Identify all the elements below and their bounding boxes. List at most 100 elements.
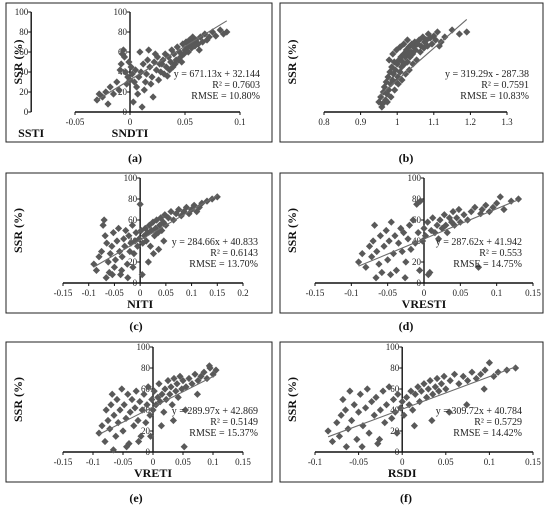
scatter-point (138, 103, 146, 111)
scatter-point (164, 377, 172, 385)
scatter-point (389, 250, 398, 258)
scatter-point (471, 203, 479, 211)
x-axis-title: VRETI (134, 466, 172, 480)
scatter-point (133, 242, 142, 250)
x-tick-label: 1 (395, 117, 400, 127)
panel-frame (279, 2, 544, 143)
trendline (96, 20, 228, 101)
scatter-point (157, 422, 165, 430)
scatter-point (449, 208, 457, 216)
scatter-point (443, 229, 451, 237)
scatter-point (381, 96, 390, 104)
scatter-point (385, 237, 393, 245)
scatter-point (373, 247, 381, 256)
scatter-point (368, 398, 376, 406)
scatter-point (460, 211, 468, 219)
trendline (98, 374, 217, 435)
panel-e: 020406080100-0.15-0.1-0.0500.050.10.15y … (5, 341, 273, 483)
x-tick-label: 0 (151, 457, 156, 467)
scatter-point (463, 28, 471, 36)
scatter-point (125, 58, 133, 66)
y-tick-label: 60 (19, 47, 29, 57)
scatter-point (128, 395, 136, 404)
scatter-point (135, 73, 143, 81)
scatter-point (125, 232, 133, 240)
scatter-point (455, 380, 463, 388)
scatter-point (142, 70, 151, 78)
scatter-point (341, 406, 350, 414)
scatter-point (429, 390, 437, 398)
scatter-point (380, 83, 388, 91)
regression-annotation: RMSE = 14.42% (453, 428, 522, 439)
scatter-point (450, 370, 459, 378)
scatter-point (464, 216, 472, 224)
x-tick-label: -0.05 (378, 288, 397, 298)
scatter-point (194, 377, 202, 385)
x-tick-label: 0.1 (207, 457, 218, 467)
scatter-point (140, 86, 148, 94)
scatter-point (421, 232, 430, 240)
scatter-point (97, 247, 106, 256)
scatter-point (384, 256, 392, 264)
scatter-point (378, 268, 386, 277)
scatter-point (391, 232, 399, 240)
scatter-point (455, 205, 463, 214)
scatter-point (423, 393, 431, 401)
scatter-point (428, 416, 436, 425)
scatter-point (205, 33, 213, 41)
scatter-point (129, 98, 137, 106)
scatter-point (416, 266, 424, 274)
scatter-point (478, 205, 486, 214)
scatter-point (124, 390, 132, 398)
scatter-point (142, 419, 150, 427)
scatter-point (188, 380, 196, 388)
scatter-point (392, 266, 400, 274)
x-tick-label: 0.1 (186, 288, 197, 298)
scatter-point (131, 404, 139, 412)
y-tick-label: 0 (133, 278, 138, 288)
y-tick-label: 100 (408, 173, 422, 183)
scatter-point (420, 380, 428, 388)
scatter-point (378, 103, 386, 111)
scatter-point (387, 218, 395, 226)
scatter-point (375, 435, 384, 443)
scatter-point (441, 33, 449, 41)
x-tick-label: 0 (128, 117, 133, 127)
scatter-point (410, 422, 419, 430)
scatter-point (474, 263, 483, 271)
scatter-point (496, 193, 504, 201)
scatter-point (370, 221, 379, 229)
x-tick-label: 0.05 (177, 117, 193, 127)
scatter-point (431, 229, 439, 237)
regression-annotation: y = 287.62x + 41.942 (436, 237, 522, 248)
scatter-point (464, 377, 472, 385)
x-tick-label: -0.1 (82, 288, 96, 298)
scatter-point (409, 406, 417, 414)
y-tick-label: 0 (123, 107, 128, 117)
scatter-point (179, 377, 187, 385)
scatter-point (101, 232, 109, 240)
scatter-point (433, 28, 442, 36)
scatter-point (445, 214, 454, 222)
panel-a: 0 20 40 60 80 100 -0.05 0 0.05 0.1 y = 671.13x + 3… (5, 2, 273, 143)
scatter-point (397, 53, 405, 61)
scatter-point (172, 387, 180, 395)
x-tick-label: 0.15 (235, 457, 251, 467)
scatter-point (164, 214, 173, 222)
regression-annotation: R² = 0.7603 (212, 80, 260, 91)
scatter-point (361, 404, 370, 412)
scatter-point (113, 237, 121, 245)
scatter-point (104, 416, 112, 425)
scatter-point (101, 437, 109, 446)
scatter-point (365, 429, 373, 437)
panel-caption: (d) (399, 319, 414, 333)
scatter-point (392, 46, 401, 54)
x-tick-label: -0.05 (349, 457, 368, 467)
scatter-point (468, 368, 476, 376)
y-tick-label: 20 (141, 426, 151, 436)
scatter-point (146, 242, 155, 250)
scatter-point (144, 383, 152, 391)
scatter-point (417, 42, 425, 50)
scatter-point (120, 235, 128, 243)
